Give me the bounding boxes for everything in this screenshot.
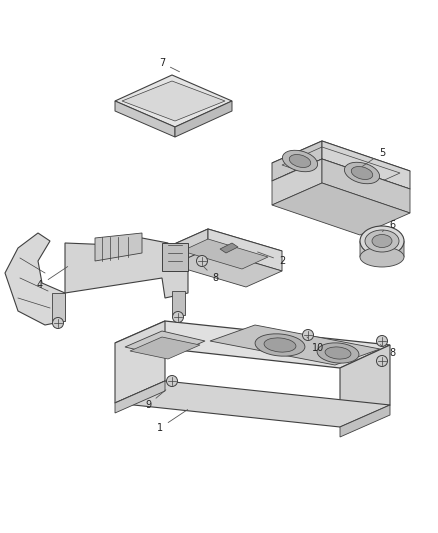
Ellipse shape — [317, 343, 359, 363]
Ellipse shape — [360, 226, 404, 256]
Polygon shape — [182, 235, 272, 263]
Text: 8: 8 — [380, 345, 395, 358]
Polygon shape — [115, 321, 390, 368]
Circle shape — [377, 335, 388, 346]
Text: 1: 1 — [157, 409, 188, 433]
Polygon shape — [125, 331, 205, 357]
Polygon shape — [208, 229, 282, 271]
Polygon shape — [172, 249, 282, 287]
Circle shape — [303, 329, 314, 341]
Polygon shape — [272, 141, 322, 181]
Text: 7: 7 — [159, 58, 180, 72]
Circle shape — [173, 311, 184, 322]
Polygon shape — [272, 159, 410, 211]
Polygon shape — [338, 175, 365, 205]
Polygon shape — [95, 233, 142, 261]
Polygon shape — [322, 159, 410, 213]
Polygon shape — [172, 291, 185, 315]
Polygon shape — [115, 321, 165, 403]
Polygon shape — [5, 233, 65, 325]
Polygon shape — [210, 325, 380, 365]
Polygon shape — [162, 243, 188, 271]
Ellipse shape — [325, 347, 351, 359]
Circle shape — [197, 255, 208, 266]
Circle shape — [377, 356, 388, 367]
Text: 6: 6 — [382, 220, 395, 231]
Polygon shape — [115, 101, 175, 137]
Ellipse shape — [264, 338, 296, 352]
Text: 9: 9 — [145, 390, 166, 410]
Ellipse shape — [365, 230, 399, 252]
Polygon shape — [130, 337, 200, 359]
Ellipse shape — [289, 155, 311, 167]
Polygon shape — [65, 238, 188, 298]
Polygon shape — [272, 159, 322, 205]
Polygon shape — [272, 183, 410, 235]
Polygon shape — [172, 229, 282, 267]
Circle shape — [166, 376, 177, 386]
Polygon shape — [360, 241, 382, 257]
Ellipse shape — [283, 150, 318, 172]
Polygon shape — [175, 101, 232, 137]
Ellipse shape — [351, 166, 373, 180]
Polygon shape — [52, 293, 65, 321]
Polygon shape — [115, 381, 390, 427]
Polygon shape — [340, 405, 390, 437]
Polygon shape — [220, 243, 238, 253]
Ellipse shape — [372, 235, 392, 247]
Polygon shape — [285, 163, 312, 193]
Polygon shape — [322, 141, 410, 189]
Text: 5: 5 — [362, 148, 385, 166]
Polygon shape — [115, 75, 232, 127]
Polygon shape — [340, 345, 390, 427]
Ellipse shape — [344, 162, 380, 184]
Circle shape — [53, 318, 64, 328]
Polygon shape — [182, 239, 268, 269]
Text: 4: 4 — [37, 266, 68, 290]
Polygon shape — [272, 141, 410, 193]
Ellipse shape — [255, 334, 305, 356]
Polygon shape — [172, 229, 208, 265]
Polygon shape — [382, 241, 404, 257]
Ellipse shape — [360, 247, 404, 267]
Polygon shape — [122, 81, 225, 121]
Polygon shape — [115, 381, 165, 413]
Text: 8: 8 — [204, 267, 218, 283]
Text: 10: 10 — [307, 337, 324, 353]
Text: 2: 2 — [258, 252, 285, 266]
